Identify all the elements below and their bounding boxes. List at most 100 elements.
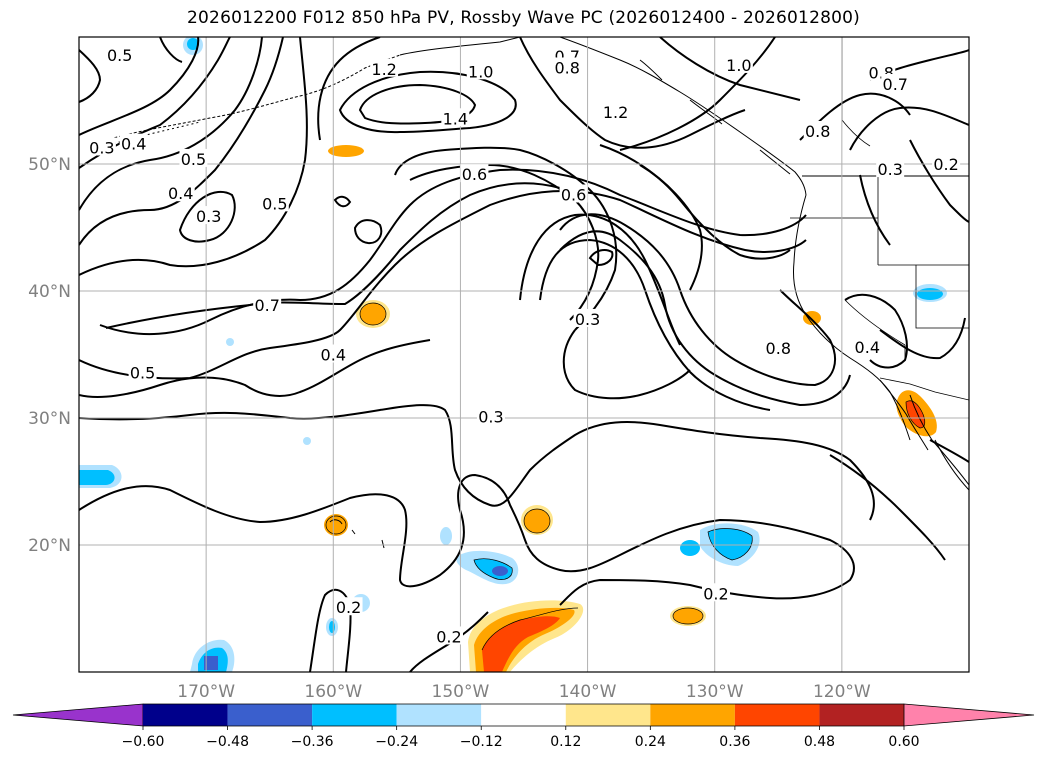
contour-label-halo [573,308,602,327]
contour-label: 0.5 [262,194,287,213]
contour-label-halo [559,184,588,203]
contour-label-group: 0.8 [764,338,793,358]
contour-label-group: 0.8 [803,120,832,141]
contour-label-halo [476,406,505,425]
colorbar-tick-label: −0.36 [291,734,334,750]
colorbar-extend-max [903,703,1035,727]
contour-line [178,190,236,243]
contour-line [353,219,383,245]
lon-tick-label: 140°W [559,682,617,702]
lon-tick-label: 160°W [304,682,362,702]
contour-label: 1.2 [371,60,396,79]
negative-anomaly-west-core [79,470,115,485]
positive-anomaly-south-max [482,616,560,672]
contour-label-group: 0.3 [476,406,505,427]
negative-anomaly-20n-b [680,540,700,556]
contour-label-group: 0.7 [881,73,910,94]
contour-label-halo [253,294,282,313]
anomaly-outline-6 [473,558,513,580]
lat-tick-label: 40°N [28,282,71,302]
contour-line [79,37,284,246]
contour-label: 0.5 [181,150,206,169]
contour-label: 0.7 [254,296,279,315]
lon-tick-label: 130°W [686,682,744,702]
negative-anomaly-14n-core [329,621,335,633]
contour-label-group: 0.3 [573,308,602,329]
contour-line [559,230,851,407]
contour-label-group: 0.6 [460,164,489,184]
contour-label-group: 0.3 [194,206,223,226]
colorbar-tick-label: 0.12 [550,734,581,750]
contour-line [79,49,102,103]
contour-line [159,37,183,63]
contour-line [394,146,618,331]
lon-tick-label: 120°W [813,682,871,702]
pv-contours [79,37,969,672]
contour-line [358,83,477,125]
contour-label: 0.7 [883,75,908,94]
lat-tick-label: 30°N [28,409,71,429]
contour-label: 0.4 [121,135,146,154]
negative-anomaly-18n-max [492,566,508,576]
contour-line [879,317,966,360]
contour-label-halo [105,44,134,63]
contour-label-halo [553,57,582,76]
contour-label-halo [466,61,495,80]
contour-label-group: 0.2 [932,154,961,174]
contour-label-group: 1.4 [441,108,470,128]
contour-label: 1.4 [443,109,468,128]
contour-label-halo [853,336,882,355]
map-frame [78,36,970,673]
anomaly-outline-1 [359,302,387,326]
negative-anomaly-tiny-1 [226,338,234,346]
contour-label-halo [803,120,832,139]
contour-label-halo [441,108,470,127]
contour-line [559,213,836,387]
negative-anomaly-ne-core [917,288,943,300]
contour-label-group: 0.5 [105,44,134,65]
contour-label-group: 0.2 [701,583,730,603]
lat-tick-label: 20°N [28,536,71,556]
colorbar-tick-label: 0.24 [635,734,666,750]
contour-label-group: 0.6 [559,184,588,204]
contour-line [588,249,614,267]
contour-label: 0.3 [196,207,221,226]
contour-label: 1.2 [603,103,628,122]
lat-tick-label: 50°N [28,155,71,175]
contour-line [519,213,681,346]
contour-line [333,195,352,208]
contour-line [79,339,431,398]
figure-title: 2026012200 F012 850 hPa PV, Rossby Wave … [187,8,860,28]
colorbar: −0.60 −0.48 −0.36 −0.24 −0.12 0.12 0.24 0.36 0.4… [12,703,1035,750]
positive-anomaly-40n-core [360,303,386,325]
coastline-hawaii [329,519,385,549]
negative-anomaly-10n-max [204,656,218,670]
colorbar-extend-min [12,703,144,727]
contour-label-group: 0.3 [87,137,116,157]
contour-labels: 0.50.3 0.40.50.40.30.51.2 1.00.70.81.4 1.21… [87,44,961,646]
contour-line [309,588,352,672]
contour-label: 0.2 [436,627,461,646]
coastline-aleutians [94,121,201,151]
lon-tick-label: 150°W [432,682,490,702]
colorbar-segments [12,703,1035,727]
contour-label-group: 0.4 [166,183,195,203]
contour-line [859,174,891,246]
contour-label-group: 0.4 [319,344,348,365]
contour-label-halo [119,133,148,152]
contour-label-halo [932,154,961,172]
contour-line [79,37,308,276]
positive-anomaly-22n-core [524,509,550,533]
anomaly-outline-4 [672,607,704,625]
contour-line [539,238,771,411]
colorbar-segment [565,704,651,726]
contour-label-halo [128,362,157,381]
contour-label: 1.0 [726,56,751,75]
contour-line [619,37,776,151]
contour-label: 0.8 [555,58,580,77]
positive-anomaly-hawaii [324,514,348,536]
positive-anomaly-baja-core [906,400,925,428]
colorbar-outline [143,703,904,727]
contour-label: 0.3 [575,310,600,329]
